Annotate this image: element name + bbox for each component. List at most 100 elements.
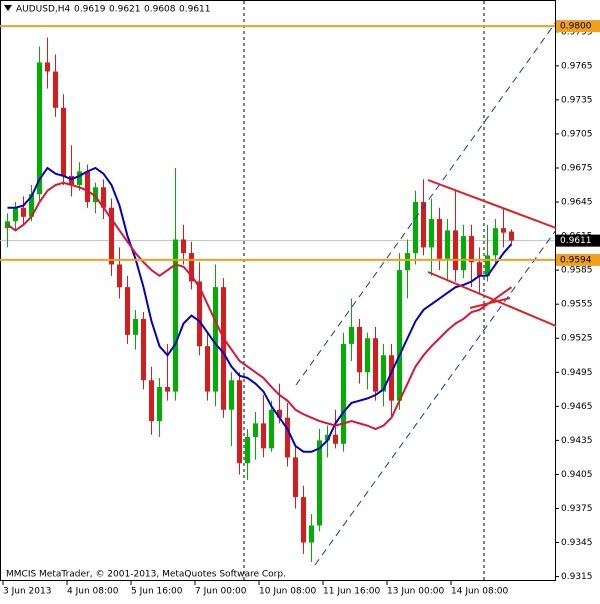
candle-body xyxy=(61,107,66,176)
candle-body xyxy=(37,62,42,195)
candle-body xyxy=(77,171,82,186)
candle-body xyxy=(285,417,290,458)
candle-body xyxy=(189,253,194,282)
candle-body xyxy=(365,338,370,373)
candle-body xyxy=(173,239,178,392)
header-close: 0.9611 xyxy=(179,5,211,15)
candle-body xyxy=(205,346,210,392)
moving-average xyxy=(6,181,513,431)
x-tick-label: 3 Jun 2013 xyxy=(3,587,51,597)
candle-body xyxy=(341,343,346,444)
candle-body xyxy=(325,434,330,441)
candle-body xyxy=(45,62,50,72)
chart-title: AUDUSD,H4 xyxy=(16,5,71,15)
candle-body xyxy=(397,270,402,401)
candle-body xyxy=(13,207,18,222)
candle-body xyxy=(429,219,434,248)
y-tick-label: 0.9765 xyxy=(561,61,593,71)
menu-triangle[interactable] xyxy=(4,5,12,11)
candle-body xyxy=(245,436,250,464)
candle-body xyxy=(141,318,146,381)
x-tick-label: 14 Jun 08:00 xyxy=(451,587,508,597)
y-tick-label: 0.9705 xyxy=(561,129,593,139)
header-high: 0.9621 xyxy=(109,5,141,15)
price-tag-label: 0.9800 xyxy=(560,22,592,32)
y-tick-label: 0.9555 xyxy=(561,300,593,310)
candle-body xyxy=(253,423,258,437)
y-tick-label: 0.9465 xyxy=(561,402,593,412)
footer: MMCIS MetaTrader, © 2001-2013, MetaQuote… xyxy=(6,570,286,580)
candle-body xyxy=(277,409,282,418)
candle-body xyxy=(437,219,442,259)
header-open: 0.9619 xyxy=(74,5,106,15)
candle-body xyxy=(485,255,490,276)
candle-body xyxy=(149,380,154,422)
price-tag-label: 0.9611 xyxy=(560,236,592,246)
x-tick-label: 4 Jun 08:00 xyxy=(67,587,119,597)
channel-line xyxy=(295,21,557,386)
price-tag xyxy=(556,234,600,247)
candle-body xyxy=(21,207,26,217)
candle-body xyxy=(125,287,130,335)
candle-body xyxy=(269,409,274,449)
x-tick-label: 5 Jun 16:00 xyxy=(131,587,183,597)
candle-body xyxy=(181,239,186,254)
moving-average xyxy=(7,166,513,453)
y-tick-label: 0.9435 xyxy=(561,436,593,446)
header-low: 0.9608 xyxy=(144,5,176,15)
candle-body xyxy=(93,187,98,203)
candle-body xyxy=(333,434,338,444)
candle-body xyxy=(453,230,458,271)
x-tick-label: 11 Jun 16:00 xyxy=(323,587,380,597)
x-tick-label: 13 Jun 00:00 xyxy=(387,587,444,597)
candle-body xyxy=(445,230,450,259)
plot-frame xyxy=(0,0,556,581)
y-tick-label: 0.9495 xyxy=(561,368,593,378)
candle-body xyxy=(237,380,242,464)
candle-body xyxy=(133,318,138,335)
candle-body xyxy=(469,236,474,263)
y-tick-label: 0.9675 xyxy=(561,163,593,173)
y-tick-label: 0.9345 xyxy=(561,538,593,548)
trend-line xyxy=(427,179,557,229)
candle-body xyxy=(405,253,410,271)
y-tick-label: 0.9405 xyxy=(561,470,593,480)
channel-line xyxy=(314,229,557,566)
candle-body xyxy=(421,202,426,248)
candle-body xyxy=(293,457,298,498)
candle-body xyxy=(197,281,202,347)
candle-body xyxy=(461,236,466,271)
y-tick-label: 0.9735 xyxy=(561,95,593,105)
candle-body xyxy=(309,525,314,543)
x-tick-label: 10 Jun 08:00 xyxy=(259,587,316,597)
y-tick-label: 0.9525 xyxy=(561,334,593,344)
candle-body xyxy=(389,355,394,401)
price-tag-label: 0.9594 xyxy=(560,255,592,265)
candle-body xyxy=(317,440,322,526)
candle-body xyxy=(101,187,106,208)
trend-line xyxy=(469,297,511,309)
candle-body xyxy=(493,228,498,256)
candle-body xyxy=(165,387,170,392)
candle-body xyxy=(117,264,122,288)
candle-body xyxy=(349,326,354,344)
price-tag xyxy=(556,20,600,33)
trend-line xyxy=(427,271,557,327)
candle-body xyxy=(69,175,74,186)
candle-body xyxy=(229,380,234,410)
candle-body xyxy=(501,228,506,233)
candle-body xyxy=(381,355,386,392)
candle-body xyxy=(157,387,162,422)
candle-body xyxy=(85,171,90,203)
candle-body xyxy=(509,231,514,241)
candle-body xyxy=(357,326,362,373)
candle-body xyxy=(261,423,266,449)
y-tick-label: 0.9795 xyxy=(561,27,593,37)
candle-body xyxy=(53,71,58,108)
candle-body xyxy=(413,202,418,254)
candle-body xyxy=(213,287,218,392)
price-tag xyxy=(556,253,600,266)
candle-body xyxy=(29,194,34,217)
